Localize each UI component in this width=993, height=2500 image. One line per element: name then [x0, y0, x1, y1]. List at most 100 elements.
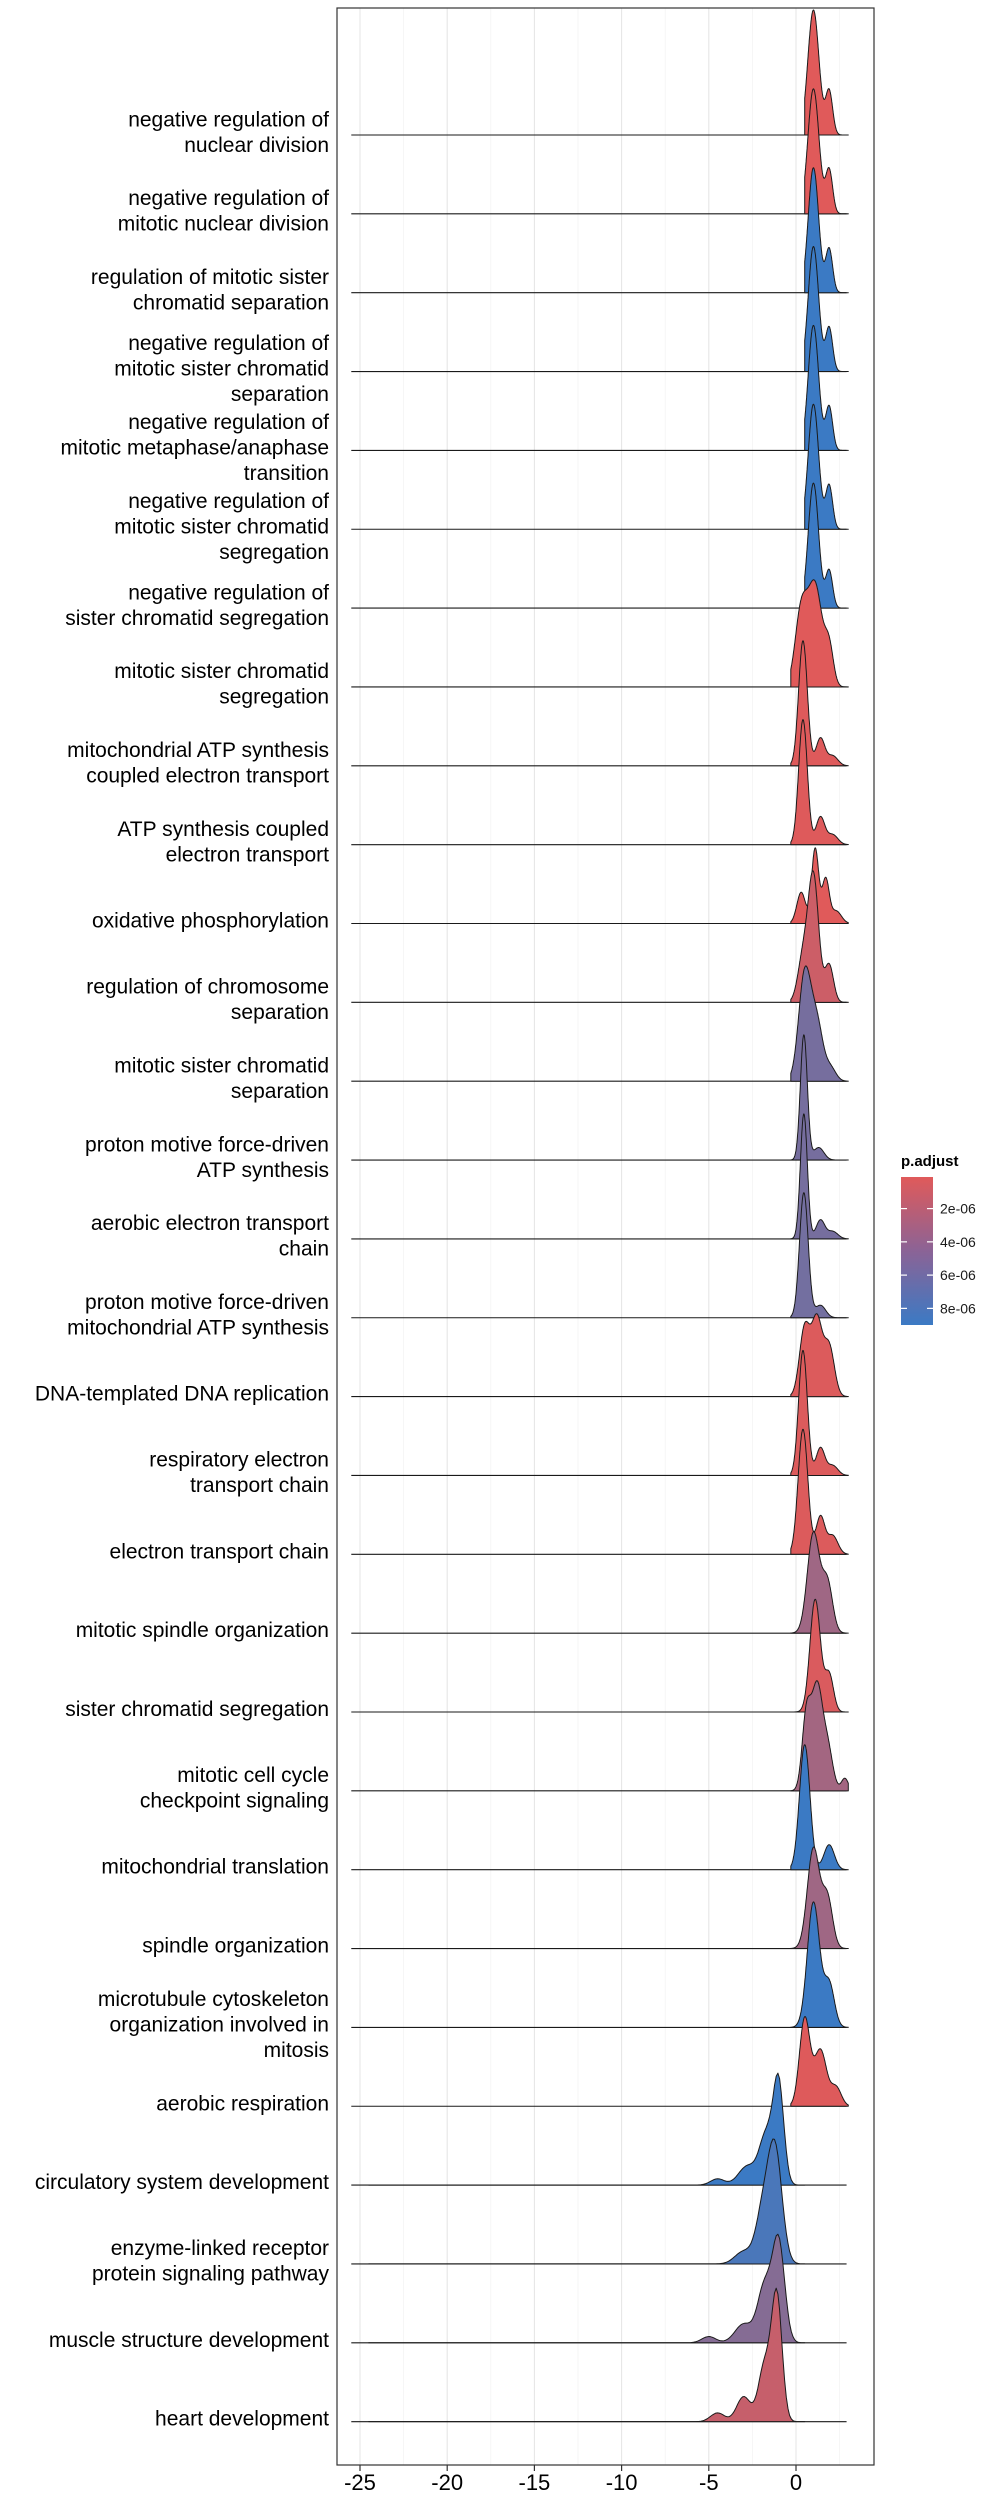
term-label: mitochondrial ATP synthesis coupled elect…	[67, 739, 329, 788]
term-label: proton motive force-driven mitochondrial …	[67, 1291, 329, 1340]
term-label: negative regulation of mitotic nuclear di…	[118, 187, 329, 236]
legend-tick-label: 2e-06	[940, 1201, 976, 1217]
term-label: regulation of chromosome separation	[86, 976, 329, 1025]
term-label-line: heart development	[155, 2408, 329, 2431]
term-label-line: respiratory electron	[149, 1449, 329, 1472]
ridge-density	[790, 847, 849, 924]
term-label: DNA-templated DNA replication	[35, 1383, 329, 1406]
ridge	[351, 2233, 847, 2344]
legend-tick-label: 8e-06	[940, 1300, 976, 1316]
term-label-line: chromatid separation	[133, 291, 329, 314]
term-label-line: mitotic spindle organization	[76, 1619, 329, 1642]
term-label: negative regulation of mitotic metaphase/…	[61, 411, 330, 485]
x-tick-label: -5	[699, 2470, 719, 2495]
term-label-line: proton motive force-driven	[85, 1291, 329, 1314]
term-label-line: negative regulation of	[128, 187, 329, 210]
legend-colorbar	[901, 1177, 933, 1325]
term-label-line: regulation of mitotic sister	[91, 266, 329, 289]
term-label-line: separation	[231, 1080, 329, 1103]
term-label: respiratory electron transport chain	[149, 1449, 329, 1498]
panel-border	[336, 7, 875, 2466]
ridge-density	[804, 482, 849, 609]
term-label: mitotic sister chromatid separation	[114, 1054, 329, 1103]
term-label-line: mitotic sister chromatid	[114, 1054, 329, 1077]
x-axis: -25 -20 -15 -10 -5 0	[344, 2465, 802, 2495]
x-tick-label: -15	[519, 2470, 551, 2495]
term-label: aerobic electron transport chain	[91, 1212, 329, 1261]
term-label-line: mitosis	[264, 2039, 329, 2062]
ridge-density	[790, 1598, 849, 1713]
term-label: negative regulation of mitotic sister chr…	[114, 490, 329, 564]
term-label-line: mitotic sister chromatid	[114, 515, 329, 538]
term-label: muscle structure development	[49, 2329, 329, 2352]
term-label: regulation of mitotic sister chromatid se…	[91, 266, 329, 315]
term-label-line: organization involved in	[110, 2013, 329, 2036]
term-label-line: microtubule cytoskeleton	[98, 1988, 329, 2011]
term-label-line: nuclear division	[184, 134, 329, 157]
term-label: ATP synthesis coupled electron transport	[117, 818, 329, 867]
term-label-line: negative regulation of	[128, 411, 329, 434]
legend-title: p.adjust	[901, 1153, 959, 1170]
term-label-line: electron transport	[166, 843, 330, 866]
ridge	[351, 719, 849, 846]
ridge	[351, 847, 849, 925]
term-label-line: segregation	[219, 541, 329, 564]
term-label-line: negative regulation of	[128, 332, 329, 355]
term-label: mitochondrial translation	[101, 1856, 329, 1879]
ridge	[351, 1846, 849, 1950]
term-label-line: protein signaling pathway	[92, 2263, 329, 2286]
term-label-line: electron transport chain	[110, 1540, 329, 1563]
x-tick-label: -10	[606, 2470, 638, 2495]
term-label-line: oxidative phosphorylation	[92, 910, 329, 933]
ridge-density	[790, 1901, 849, 2028]
term-label-line: mitochondrial translation	[101, 1856, 329, 1879]
term-label: circulatory system development	[35, 2171, 329, 2194]
term-label-line: mitochondrial ATP synthesis	[67, 1317, 329, 1340]
ridge	[351, 1428, 849, 1555]
term-label-line: muscle structure development	[49, 2329, 329, 2352]
term-label-line: aerobic electron transport	[91, 1212, 329, 1235]
x-tick-label: -20	[431, 2470, 463, 2495]
term-labels: negative regulation of nuclear divisionne…	[35, 108, 330, 2430]
ridge-density	[790, 1846, 849, 1950]
ridge	[351, 1901, 849, 2028]
term-label: microtubule cytoskeleton organization inv…	[98, 1988, 329, 2062]
term-label: negative regulation of nuclear division	[128, 108, 329, 157]
term-label: negative regulation of mitotic sister chr…	[114, 332, 329, 406]
term-label-line: coupled electron transport	[86, 765, 329, 788]
term-label-line: segregation	[219, 686, 329, 709]
term-label: mitotic cell cycle checkpoint signaling	[140, 1764, 329, 1813]
term-label: oxidative phosphorylation	[92, 910, 329, 933]
term-label-line: negative regulation of	[128, 108, 329, 131]
term-label: enzyme-linked receptor protein signaling …	[92, 2237, 329, 2286]
term-label: heart development	[155, 2408, 329, 2431]
term-label: sister chromatid segregation	[65, 1698, 329, 1721]
ridge-density	[368, 2072, 806, 2186]
ridge-density	[790, 1428, 849, 1555]
term-label-line: transport chain	[190, 1474, 329, 1497]
term-label: proton motive force-driven ATP synthesis	[85, 1133, 329, 1182]
legend-tick-label: 4e-06	[940, 1234, 976, 1250]
term-label-line: ATP synthesis	[197, 1159, 329, 1182]
term-label-line: DNA-templated DNA replication	[35, 1383, 329, 1406]
term-label: mitotic sister chromatid segregation	[114, 660, 329, 709]
ridge-density	[790, 1744, 849, 1871]
color-legend: p.adjust 2e-06 4e-06 6e-06 8e-06	[901, 1153, 976, 1325]
term-label-line: negative regulation of	[128, 581, 329, 604]
ridge-density	[368, 2287, 806, 2423]
term-label-line: mitotic nuclear division	[118, 213, 329, 236]
ridge-density	[790, 1192, 849, 1319]
term-label: electron transport chain	[110, 1540, 329, 1563]
term-label-line: mitochondrial ATP synthesis	[67, 739, 329, 762]
ridge	[351, 1531, 849, 1634]
term-label-line: separation	[231, 1001, 329, 1024]
ridge	[351, 1598, 849, 1713]
ridge-density	[368, 2138, 806, 2265]
term-label-line: sister chromatid segregation	[65, 607, 329, 630]
ridge	[351, 2287, 847, 2423]
term-label: spindle organization	[142, 1935, 329, 1958]
term-label-line: mitotic sister chromatid	[114, 660, 329, 683]
term-label-line: circulatory system development	[35, 2171, 329, 2194]
ridge-density	[790, 2016, 849, 2107]
